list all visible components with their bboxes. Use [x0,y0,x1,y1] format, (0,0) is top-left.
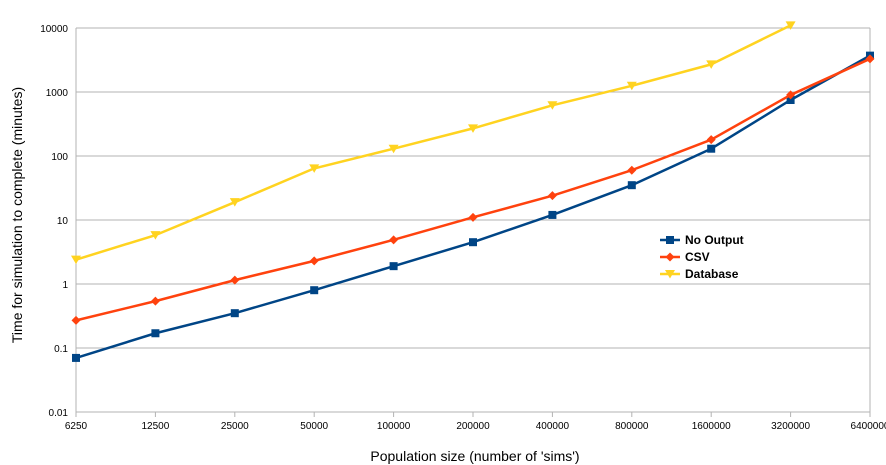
data-point-database [706,60,717,69]
legend-item-no-output: No Output [660,233,744,247]
data-point-database [547,101,558,110]
legend-label-no-output: No Output [685,233,744,247]
y-tick-label: 10 [57,216,69,227]
x-tick-label: 25000 [221,421,249,432]
data-point-csv [389,235,399,245]
y-tick-labels: 0.01 0.1 1 10 100 1000 10000 [40,24,68,419]
data-point-database [71,255,81,265]
legend-marker-no-output [666,236,674,244]
series-database [71,21,796,265]
series-csv [71,54,875,325]
gridlines [76,27,870,413]
series-no-output [72,51,874,362]
series-line-csv [75,57,871,322]
x-tick-label: 3200000 [771,421,810,432]
data-point-no-output [151,329,160,338]
legend: No Output CSV Database [660,233,744,281]
legend-item-csv: CSV [660,250,710,264]
legend-marker-csv [665,252,675,262]
data-point-csv [865,54,875,64]
data-point-no-output [469,238,477,247]
data-point-no-output [230,309,239,318]
x-tick-label: 12500 [141,421,169,432]
data-point-csv [786,90,796,100]
data-point-database [785,21,796,30]
x-tick-label: 200000 [456,421,490,432]
y-tick-label: 1 [62,280,68,291]
y-tick-label: 0.1 [54,344,68,355]
data-point-no-output [627,181,636,190]
legend-label-csv: CSV [685,250,710,264]
data-point-no-output [310,286,319,295]
data-point-no-output [707,144,716,153]
y-axis-title: Time for simulation to complete (minutes… [9,87,25,343]
data-point-database [309,164,320,173]
data-point-no-output [786,95,795,104]
x-tick-label: 400000 [536,421,570,432]
x-tick-label: 100000 [377,421,411,432]
x-tick-label: 800000 [615,421,649,432]
data-point-no-output [72,353,80,362]
data-point-csv [71,315,81,325]
data-point-database [150,231,161,240]
legend-item-database: Database [660,267,739,281]
x-tick-label: 1600000 [692,421,731,432]
data-point-no-output [389,262,398,271]
data-point-database [468,124,478,133]
data-point-csv [627,165,637,175]
legend-marker-database [665,270,675,279]
legend-label-database: Database [685,267,739,281]
y-tick-label: 10000 [40,24,68,35]
x-tick-label: 6400000 [851,421,886,432]
x-axis-title: Population size (number of 'sims') [370,448,579,464]
data-point-csv [150,296,160,306]
axes [75,28,871,417]
y-tick-label: 1000 [46,88,69,99]
x-tick-label: 50000 [300,421,328,432]
data-point-database [626,81,637,91]
series-group [71,21,875,362]
x-tick-label: 6250 [65,421,88,432]
data-point-no-output [548,210,557,219]
series-line-no-output [75,54,871,360]
data-point-database [388,144,399,154]
series-line-database [75,24,792,261]
y-tick-label: 100 [51,152,68,163]
data-point-csv [468,212,478,222]
y-tick-label: 0.01 [49,408,69,419]
data-point-database [229,198,240,207]
data-point-csv [547,191,557,201]
data-point-csv [230,275,240,285]
data-point-csv [309,256,319,266]
data-point-csv [706,135,716,145]
x-tick-labels: 6250 12500 25000 50000 100000 200000 400000 800… [65,421,886,432]
